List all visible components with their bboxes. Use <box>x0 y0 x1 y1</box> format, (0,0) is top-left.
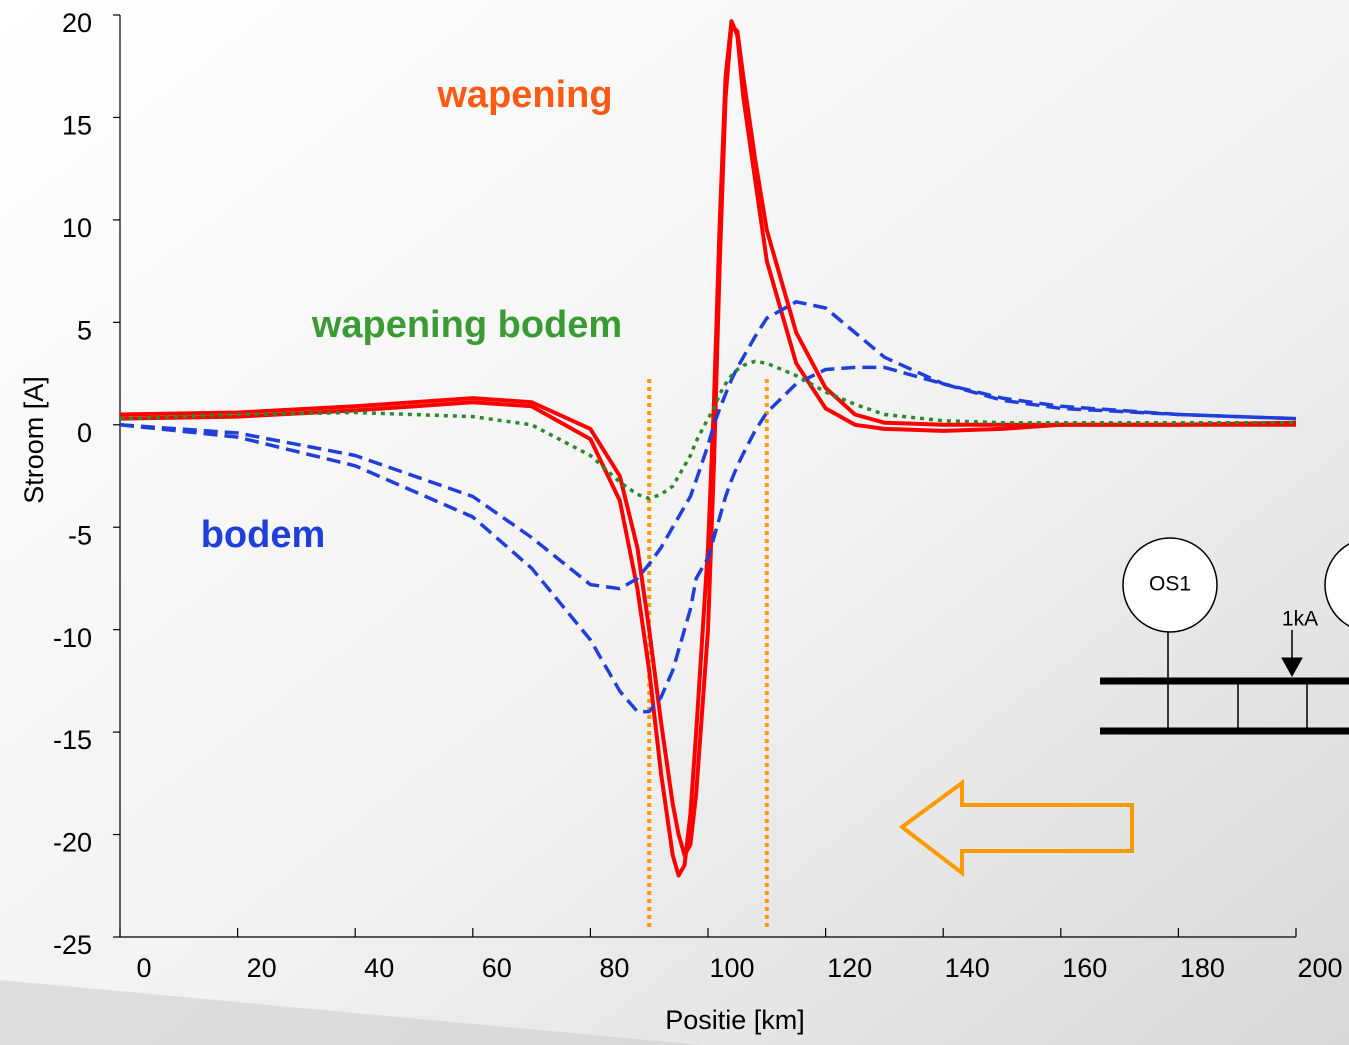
x-tick-label: 20 <box>247 953 277 983</box>
annotation: bodem <box>201 514 326 556</box>
x-tick-label: 60 <box>482 953 512 983</box>
y-tick-label: -10 <box>53 623 92 653</box>
y-tick-label: 20 <box>62 8 92 38</box>
y-axis-label: Stroom [A] <box>19 376 49 504</box>
x-tick-label: 0 <box>136 953 151 983</box>
y-tick-label: -15 <box>53 725 92 755</box>
x-tick-label: 100 <box>709 953 754 983</box>
y-tick-label: 0 <box>77 418 92 448</box>
chart: Stroom [A] Positie [km] OS1 1kA 20 15 10 5 0… <box>0 0 1349 1045</box>
annotation: wapening <box>436 74 612 116</box>
x-tick-label: 180 <box>1180 953 1225 983</box>
x-tick-label: 40 <box>364 953 394 983</box>
annotation: wapening bodem <box>311 304 622 346</box>
y-tick-label: 15 <box>62 111 92 141</box>
y-tick-label: -20 <box>53 828 92 858</box>
x-axis-label: Positie [km] <box>665 1005 805 1035</box>
y-tick-label: 5 <box>77 315 92 345</box>
x-tick-label: 140 <box>945 953 990 983</box>
y-tick-label: 10 <box>62 213 92 243</box>
y-tick-label: -25 <box>53 930 92 960</box>
x-tick-label: 200 <box>1297 953 1342 983</box>
station-label: OS1 <box>1149 573 1191 596</box>
y-tick-label: -5 <box>68 520 92 550</box>
x-tick-label: 120 <box>827 953 872 983</box>
x-tick-label: 80 <box>599 953 629 983</box>
current-label: 1kA <box>1282 608 1318 631</box>
x-tick-label: 160 <box>1062 953 1107 983</box>
